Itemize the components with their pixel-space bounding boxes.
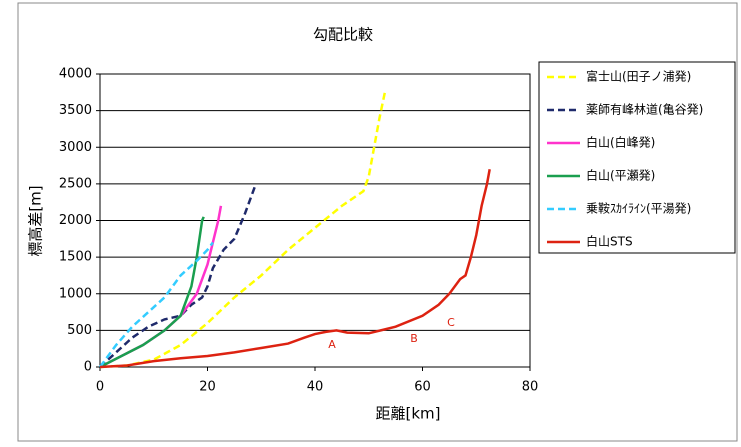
x-tick-label: 40 — [307, 380, 324, 395]
chart-title: 勾配比較 — [313, 26, 373, 44]
legend-label: 白山STS — [586, 234, 633, 249]
y-tick-label: 3000 — [59, 140, 92, 155]
y-axis-label: 標高差[m] — [27, 185, 45, 256]
annotation: A — [328, 338, 336, 351]
x-axis-label: 距離[km] — [375, 405, 440, 423]
legend-label: 富士山(田子ノ浦発) — [586, 69, 691, 84]
x-tick-label: 60 — [414, 380, 431, 395]
y-tick-label: 0 — [84, 360, 92, 375]
y-tick-label: 4000 — [59, 67, 92, 82]
series-line — [99, 168, 491, 369]
annotation: C — [447, 316, 455, 329]
annotation: B — [410, 332, 418, 345]
x-tick-label: 20 — [199, 380, 216, 395]
x-tick-label: 80 — [522, 380, 539, 395]
series-line — [98, 241, 214, 368]
series-line — [99, 183, 258, 368]
legend-label: 薬師有峰林道(亀谷発) — [586, 103, 703, 117]
y-tick-label: 2000 — [59, 213, 92, 228]
series-line — [99, 216, 205, 369]
y-tick-label: 2500 — [59, 176, 92, 191]
y-tick-label: 500 — [67, 323, 92, 338]
y-tick-label: 1500 — [59, 250, 92, 265]
legend-label: 白山(白峰発) — [586, 135, 655, 150]
x-tick-label: 0 — [96, 380, 104, 395]
y-tick-label: 3500 — [59, 103, 92, 118]
legend-label: 白山(平瀬発) — [586, 168, 655, 183]
legend-box — [538, 61, 736, 254]
y-tick-label: 1000 — [59, 286, 92, 301]
legend-label: 乗鞍ｽｶｲﾗｲﾝ(平湯発) — [586, 201, 691, 216]
